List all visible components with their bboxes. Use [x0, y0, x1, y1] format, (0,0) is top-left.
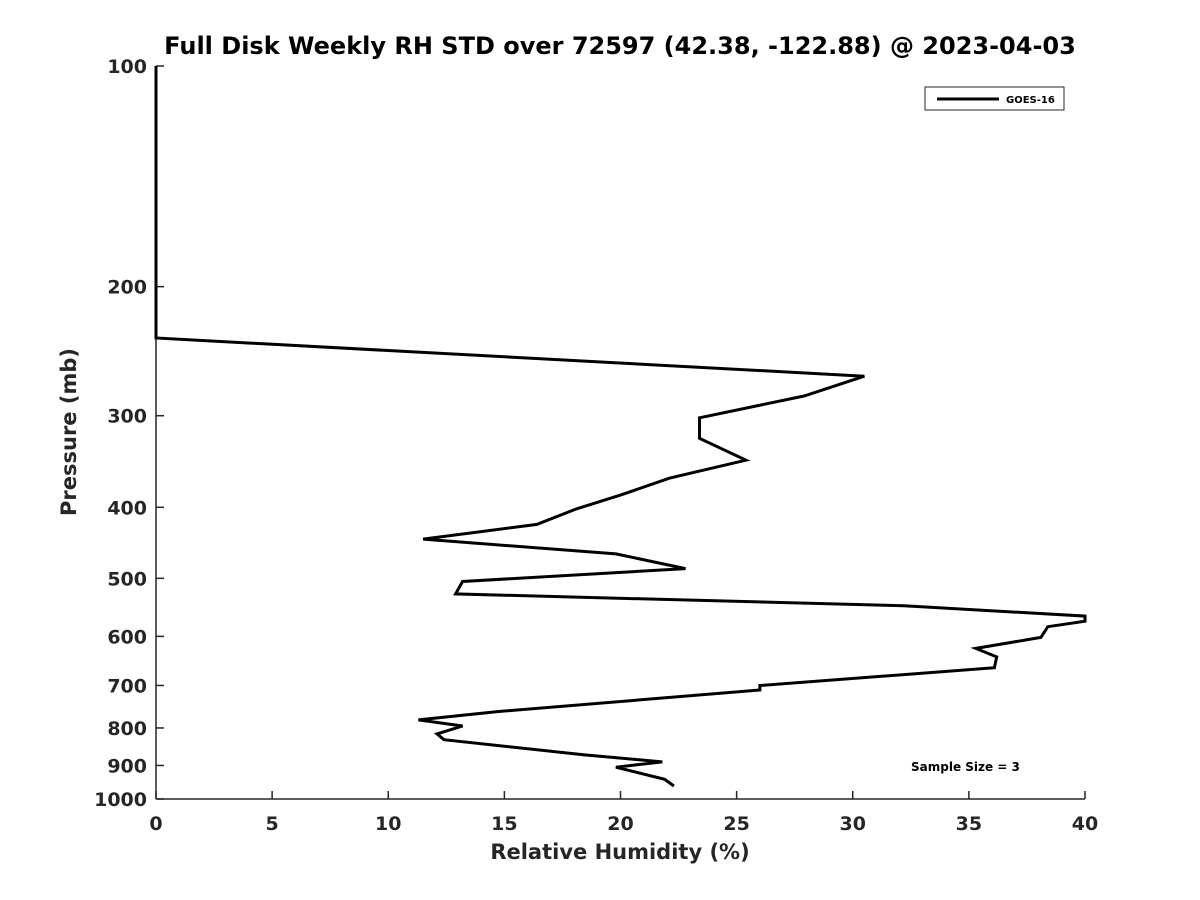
- x-tick-label: 5: [266, 813, 279, 835]
- x-tick-label: 10: [375, 813, 401, 835]
- sample-size-annotation: Sample Size = 3: [911, 760, 1020, 774]
- y-tick-label: 600: [107, 626, 147, 648]
- axes: [155, 66, 1085, 800]
- y-axis-label: Pressure (mb): [57, 348, 81, 516]
- chart-title: Full Disk Weekly RH STD over 72597 (42.3…: [164, 32, 1076, 60]
- x-tick-label: 15: [491, 813, 517, 835]
- legend: GOES-16: [924, 86, 1065, 111]
- series-line-goes-16: [154, 66, 1087, 788]
- series-group: [154, 66, 1087, 788]
- y-tick-label: 200: [107, 277, 147, 299]
- y-tick-label: 800: [107, 718, 147, 740]
- y-tick-label: 700: [107, 675, 147, 697]
- y-tick-label: 100: [107, 56, 147, 78]
- x-tick-label: 0: [149, 813, 162, 835]
- x-tick-label: 20: [607, 813, 633, 835]
- x-ticks: 0 5 10 15 20 25 30 35 40: [149, 791, 1098, 835]
- y-tick-label: 1000: [94, 789, 147, 811]
- y-tick-label: 500: [107, 568, 147, 590]
- y-ticks: 100 200 300 400 500 600 700 800 900 1000: [94, 56, 164, 811]
- y-tick-label: 900: [107, 755, 147, 777]
- x-tick-label: 35: [956, 813, 982, 835]
- x-tick-label: 40: [1072, 813, 1098, 835]
- legend-label: GOES-16: [1006, 95, 1055, 106]
- y-tick-label: 400: [107, 497, 147, 519]
- x-axis-label: Relative Humidity (%): [490, 840, 749, 864]
- y-tick-label: 300: [107, 406, 147, 428]
- x-tick-label: 30: [840, 813, 866, 835]
- x-tick-label: 25: [723, 813, 749, 835]
